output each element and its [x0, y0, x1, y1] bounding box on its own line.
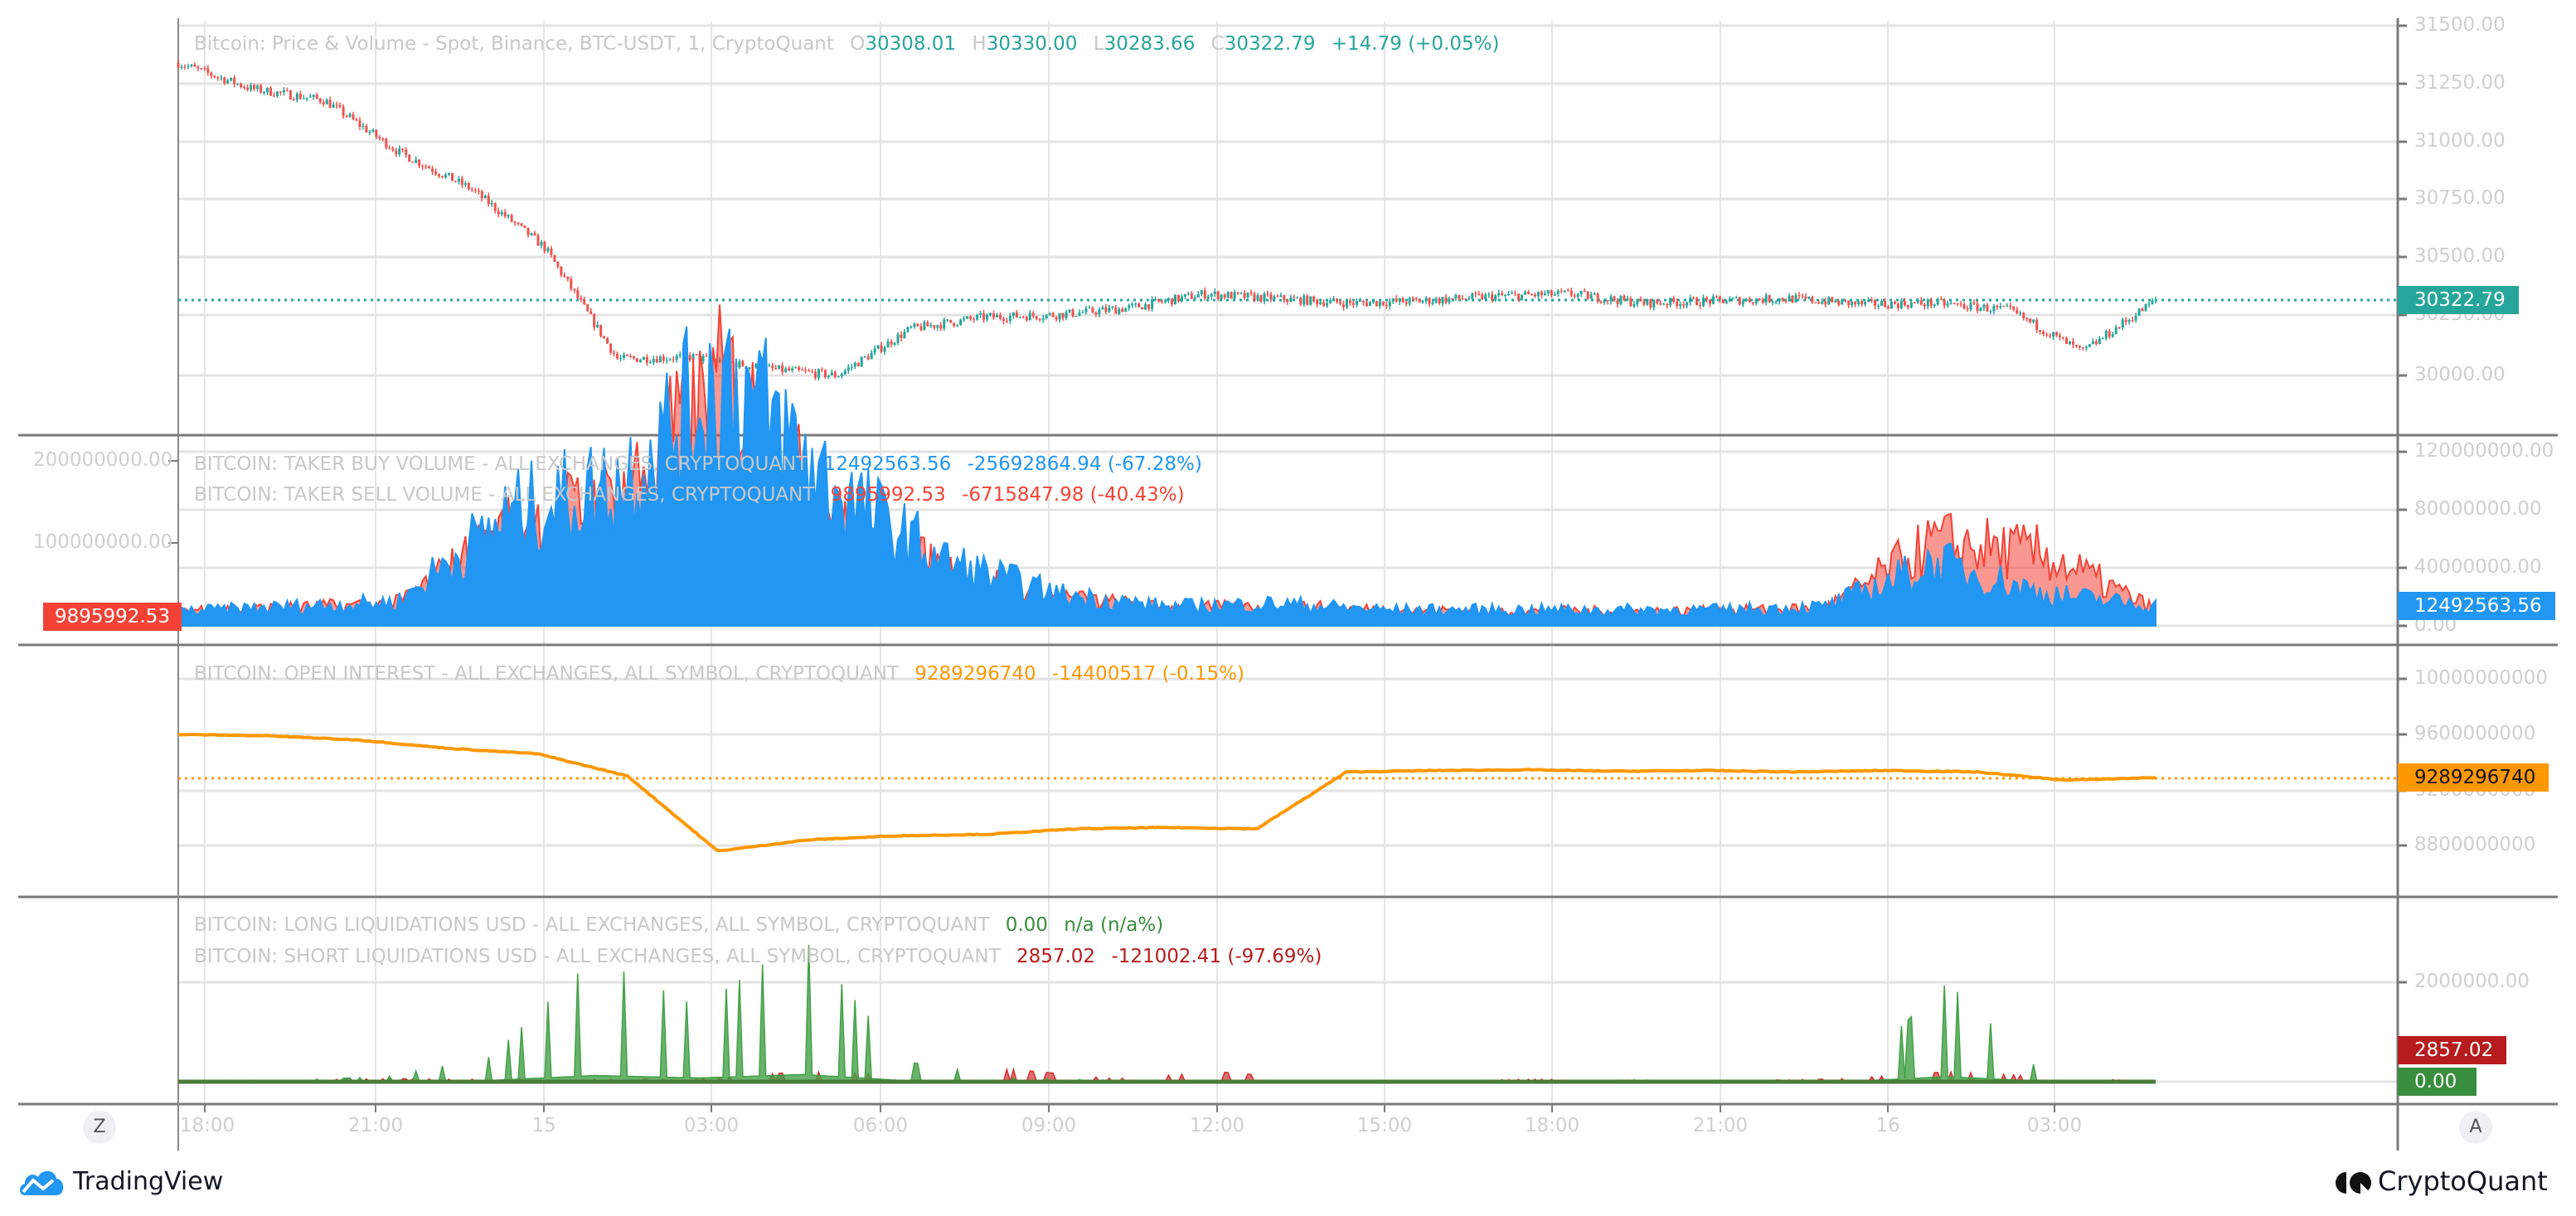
cryptoquant-logo-text: CryptoQuant	[2378, 1165, 2548, 1197]
price-legend-title: Bitcoin: Price & Volume - Spot, Binance,…	[194, 33, 834, 55]
reset-zoom-button[interactable]: Z	[83, 1111, 116, 1144]
price-axis-label: 31250.00	[2414, 72, 2506, 94]
time-label: 12:00	[1189, 1115, 1245, 1136]
time-label: 09:00	[1021, 1115, 1077, 1136]
oi-tag: 9289296740	[2398, 763, 2549, 792]
taker-buy-change: -25692864.94 (-67.28%)	[967, 453, 1202, 475]
close-label: C	[1210, 33, 1225, 55]
short-liq-title: BITCOIN: SHORT LIQUIDATIONS USD - ALL EX…	[194, 946, 1001, 967]
taker-axis-label: 120000000.00	[2414, 440, 2554, 462]
tradingview-logo-icon[interactable]	[18, 1167, 66, 1197]
long-liq-title: BITCOIN: LONG LIQUIDATIONS USD - ALL EXC…	[194, 914, 990, 936]
time-label: 18:00	[179, 1115, 235, 1136]
short-liq-legend: BITCOIN: SHORT LIQUIDATIONS USD - ALL EX…	[194, 946, 1322, 967]
low-label: L	[1093, 33, 1104, 55]
taker-left-axis-label: 200000000.00	[33, 449, 173, 471]
open-interest-legend: BITCOIN: OPEN INTEREST - ALL EXCHANGES, …	[194, 663, 1244, 685]
time-label: 03:00	[2026, 1115, 2083, 1136]
time-label: 21:00	[347, 1115, 404, 1136]
long-liq-tag: 0.00	[2398, 1068, 2477, 1096]
high-label: H	[972, 33, 987, 55]
open-interest-value: 9289296740	[914, 663, 1036, 685]
short-liq-tag: 2857.02	[2398, 1036, 2507, 1064]
long-liquidations-area	[178, 944, 2156, 1084]
taker-buy-value: 12492563.56	[823, 453, 952, 475]
open-label: O	[850, 33, 866, 55]
liq-axis-label: 2000000.00	[2414, 971, 2530, 992]
taker-sell-change: -6715847.98 (-40.43%)	[962, 484, 1185, 506]
price-axis-label: 30500.00	[2414, 245, 2506, 267]
short-liq-value: 2857.02	[1016, 946, 1096, 967]
long-liq-value: 0.00	[1005, 914, 1048, 936]
auto-scale-button[interactable]: A	[2459, 1111, 2492, 1144]
price-candles	[177, 60, 2157, 380]
tradingview-logo-text[interactable]: TradingView	[73, 1167, 224, 1196]
open-value: 30308.01	[865, 33, 957, 55]
taker-sell-title: BITCOIN: TAKER SELL VOLUME - ALL EXCHANG…	[194, 484, 815, 506]
pane-separators	[18, 434, 2558, 1106]
cryptoquant-logo-icon	[2335, 1170, 2371, 1195]
time-label: 15:00	[1356, 1115, 1413, 1136]
open-interest-change: -14400517 (-0.15%)	[1051, 663, 1244, 685]
time-label: 15	[531, 1115, 556, 1136]
price-change: +14.79 (+0.05%)	[1331, 33, 1500, 55]
taker-axis-label: 40000000.00	[2414, 556, 2542, 578]
taker-axis-label: 80000000.00	[2414, 498, 2542, 520]
open-interest-line	[177, 733, 2156, 853]
taker-sell-legend: BITCOIN: TAKER SELL VOLUME - ALL EXCHANG…	[194, 484, 1185, 506]
time-label: 16	[1875, 1115, 1900, 1136]
high-value: 30330.00	[986, 33, 1078, 55]
time-axis-ticks	[204, 1104, 2055, 1112]
taker-buy-title: BITCOIN: TAKER BUY VOLUME - ALL EXCHANGE…	[194, 453, 808, 475]
taker-sell-value: 9895992.53	[830, 484, 946, 506]
time-label: 03:00	[683, 1115, 740, 1136]
taker-sell-tag: 9895992.53	[43, 603, 182, 631]
price-axis-label: 30750.00	[2414, 187, 2506, 209]
time-label: 21:00	[1692, 1115, 1749, 1136]
last-price-tag: 30322.79	[2398, 286, 2519, 314]
close-value: 30322.79	[1224, 33, 1316, 55]
long-liq-legend: BITCOIN: LONG LIQUIDATIONS USD - ALL EXC…	[194, 914, 1163, 936]
taker-buy-legend: BITCOIN: TAKER BUY VOLUME - ALL EXCHANGE…	[194, 453, 1202, 475]
oi-axis-label: 9600000000	[2414, 723, 2536, 744]
time-label: 18:00	[1524, 1115, 1580, 1136]
time-label: 06:00	[852, 1115, 909, 1136]
price-legend: Bitcoin: Price & Volume - Spot, Binance,…	[194, 33, 1499, 55]
taker-left-axis-label: 100000000.00	[33, 531, 173, 553]
oi-axis-label: 8800000000	[2414, 834, 2536, 855]
taker-buy-area	[177, 327, 2156, 627]
price-axis-label: 31000.00	[2414, 130, 2506, 152]
price-axis-label: 31500.00	[2414, 14, 2506, 36]
price-axis-label: 30000.00	[2414, 364, 2506, 385]
right-axis-ticks	[2398, 24, 2407, 984]
long-liq-change: n/a (n/a%)	[1064, 914, 1164, 936]
open-interest-title: BITCOIN: OPEN INTEREST - ALL EXCHANGES, …	[194, 663, 899, 685]
low-value: 30283.66	[1104, 33, 1196, 55]
left-axis-ticks	[168, 460, 178, 544]
oi-axis-label: 10000000000	[2414, 667, 2548, 689]
short-liq-change: -121002.41 (-97.69%)	[1111, 946, 1322, 967]
taker-buy-tag: 12492563.56	[2398, 592, 2555, 620]
